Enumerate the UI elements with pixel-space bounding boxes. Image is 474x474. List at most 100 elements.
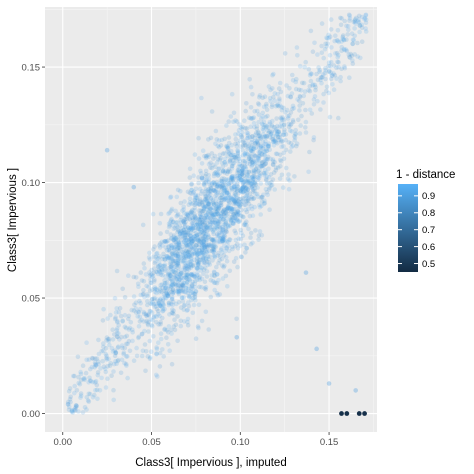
data-point: [187, 254, 192, 259]
data-point: [319, 80, 324, 86]
data-point: [99, 375, 104, 381]
data-point: [115, 345, 121, 351]
data-point: [202, 260, 208, 266]
data-point: [191, 262, 196, 268]
data-point: [233, 215, 238, 221]
data-point: [249, 194, 254, 200]
data-point: [236, 201, 241, 207]
data-point: [197, 231, 202, 237]
data-point: [239, 230, 244, 236]
data-point: [197, 214, 203, 220]
data-point: [264, 170, 269, 175]
data-point: [256, 137, 261, 142]
data-point: [180, 255, 185, 260]
data-point: [174, 223, 179, 228]
data-point: [181, 230, 186, 236]
data-point: [153, 319, 159, 325]
data-point: [192, 152, 198, 157]
data-point: [66, 389, 72, 394]
data-point: [221, 197, 227, 203]
data-point: [213, 141, 218, 147]
data-point: [140, 348, 146, 354]
data-point: [210, 211, 215, 216]
data-point: [276, 135, 281, 140]
data-point: [166, 324, 172, 329]
data-point: [245, 131, 251, 136]
data-point: [203, 256, 209, 262]
data-point: [190, 216, 196, 221]
data-point: [178, 288, 183, 294]
data-point: [209, 195, 214, 201]
data-point: [243, 186, 249, 192]
data-point: [226, 119, 231, 124]
data-point: [190, 239, 195, 244]
data-point: [226, 202, 232, 208]
data-point: [152, 261, 158, 266]
data-point: [190, 226, 195, 231]
data-point: [162, 283, 167, 288]
data-point: [175, 286, 181, 291]
data-point: [156, 340, 161, 346]
data-point: [341, 37, 347, 42]
data-point: [228, 215, 233, 220]
data-point: [197, 227, 203, 233]
data-point: [223, 168, 228, 174]
data-point: [188, 286, 194, 292]
data-point: [275, 130, 281, 135]
data-point: [195, 324, 201, 329]
data-point: [245, 151, 250, 157]
data-point: [229, 185, 234, 191]
data-point: [342, 18, 348, 24]
data-point: [267, 120, 273, 125]
data-point: [198, 250, 204, 255]
data-point: [101, 364, 107, 370]
data-point: [217, 236, 223, 241]
data-point: [205, 202, 211, 208]
data-point: [216, 218, 221, 223]
data-point: [232, 199, 237, 205]
data-point: [195, 259, 200, 264]
data-point: [220, 168, 226, 173]
data-point: [201, 199, 206, 205]
data-point: [204, 238, 209, 243]
data-point: [239, 163, 245, 169]
data-point: [229, 142, 234, 148]
data-point: [73, 403, 79, 408]
y-axis-title: Class3[ Impervious ]: [7, 168, 19, 272]
y-tick-label: 0.10: [22, 178, 41, 189]
data-point: [142, 328, 147, 334]
data-point: [132, 302, 137, 308]
data-point: [263, 124, 269, 130]
data-point: [173, 268, 179, 273]
data-point: [253, 167, 259, 172]
data-point: [181, 232, 187, 237]
data-point: [96, 351, 102, 357]
data-point: [157, 241, 163, 246]
data-point: [242, 202, 247, 208]
data-point: [176, 256, 181, 261]
data-point: [192, 274, 198, 280]
data-point: [338, 22, 344, 28]
data-point: [200, 203, 206, 208]
data-point: [183, 285, 189, 291]
data-point: [175, 245, 181, 250]
data-point: [99, 349, 104, 354]
data-point: [220, 236, 226, 241]
data-point: [271, 170, 277, 175]
data-point: [181, 219, 186, 224]
data-point: [147, 250, 152, 256]
data-point: [287, 86, 292, 91]
data-point: [185, 237, 190, 243]
data-point: [168, 259, 174, 265]
data-point: [245, 133, 251, 138]
data-point: [288, 95, 294, 100]
data-point: [190, 220, 195, 226]
data-point: [153, 259, 158, 264]
data-point: [216, 219, 221, 225]
data-point: [248, 116, 254, 121]
data-point: [184, 264, 190, 269]
data-point: [212, 280, 217, 286]
data-point: [68, 394, 73, 400]
data-point: [192, 205, 197, 210]
